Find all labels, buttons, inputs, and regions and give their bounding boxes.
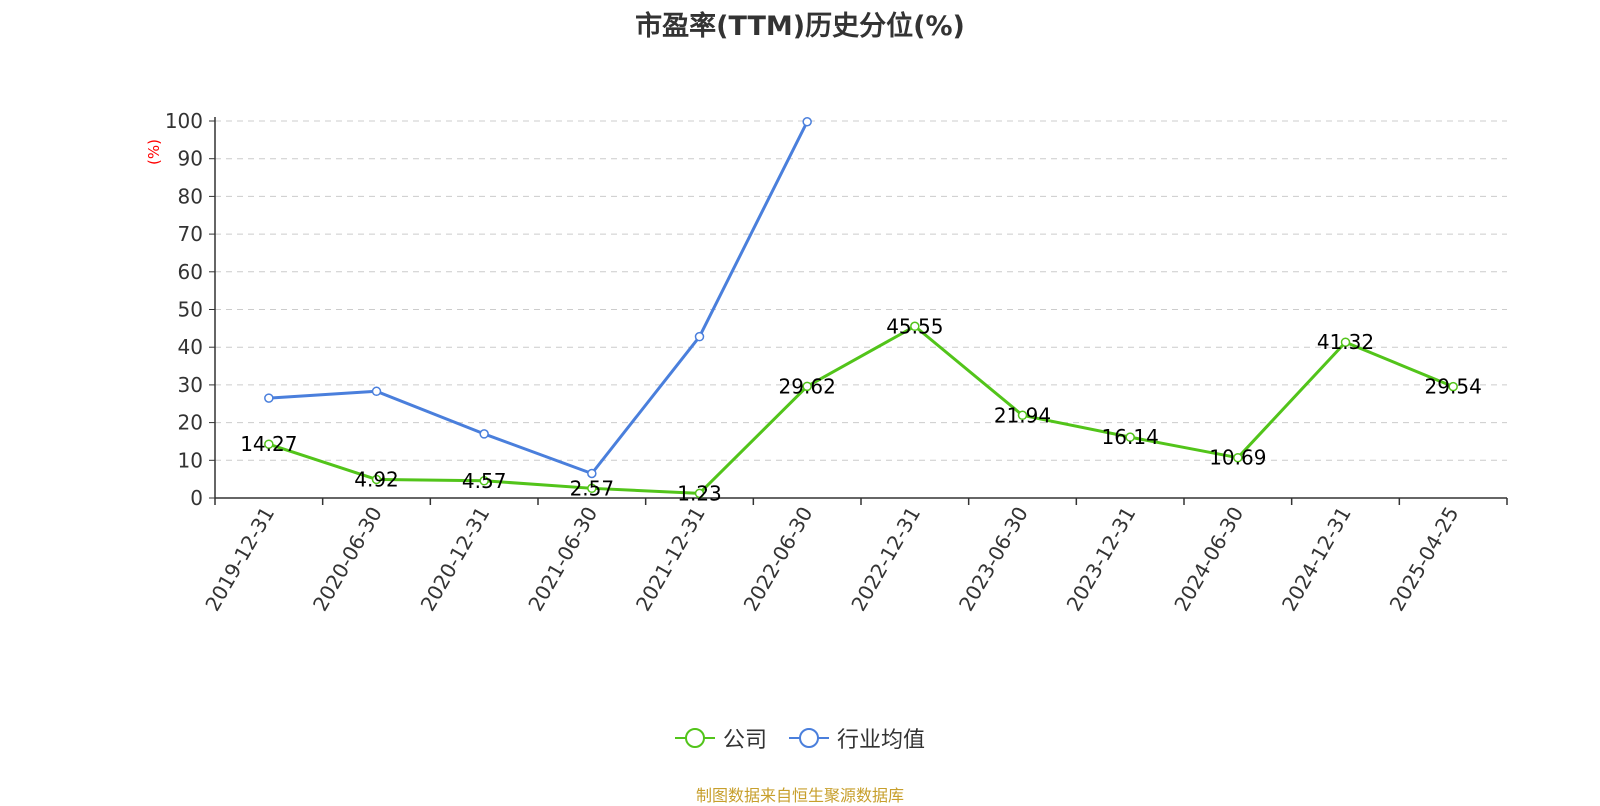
data-point-industry-average[interactable]	[371, 386, 382, 397]
y-tick-label: 10	[178, 448, 203, 472]
data-point-company[interactable]	[1233, 452, 1243, 463]
y-tick-label: 20	[178, 411, 203, 435]
legend-industry-line-icon	[789, 728, 829, 748]
x-tick-label: 2020-12-31	[416, 502, 495, 615]
data-point-company[interactable]	[1125, 432, 1135, 442]
y-tick-label: 70	[178, 222, 203, 246]
data-label: 4.92	[354, 467, 399, 491]
data-point-industry-average[interactable]	[694, 331, 705, 342]
axes: 0 10 20 30 40 50 60 70 80 90 100 2019-12-31 2020-06-…	[165, 109, 1508, 616]
chart-title: 市盈率(TTM)历史分位(%)	[635, 11, 965, 42]
data-point-industry-average[interactable]	[587, 468, 597, 479]
data-label: 41.32	[1317, 330, 1374, 354]
x-tick-label: 2022-06-30	[739, 503, 818, 616]
y-tick-label: 100	[165, 109, 203, 133]
series-layer	[264, 117, 1458, 499]
x-tick-label: 2021-12-31	[631, 503, 710, 616]
data-point-company[interactable]	[1340, 337, 1351, 347]
data-label: 29.62	[779, 374, 836, 398]
data-point-company[interactable]	[479, 476, 489, 486]
data-label: 1.23	[677, 481, 722, 505]
data-label: 2.57	[570, 476, 615, 500]
x-tick-label: 2024-06-30	[1169, 503, 1248, 616]
data-label: 29.54	[1425, 375, 1482, 399]
legend-item-company[interactable]: 公司	[674, 722, 767, 754]
data-point-company[interactable]	[371, 474, 382, 485]
x-tick-label: 2025-04-25	[1385, 503, 1464, 616]
data-label: 45.55	[886, 314, 943, 338]
data-point-company[interactable]	[1017, 410, 1028, 421]
x-tick-label: 2019-12-31	[200, 503, 279, 616]
data-point-industry-average[interactable]	[479, 429, 489, 439]
series-line-company	[268, 324, 1454, 495]
x-tick-label: 2024-12-31	[1277, 503, 1356, 616]
legend-company-label: 公司	[722, 728, 767, 753]
data-point-company[interactable]	[910, 321, 920, 332]
x-tick-label: 2020-06-30	[308, 503, 387, 616]
data-label: 21.94	[994, 403, 1051, 427]
legend-item-industry-average[interactable]: 行业均值	[789, 722, 925, 754]
y-tick-label: 40	[178, 335, 203, 359]
source-note: 制图数据来自恒生聚源数据库	[695, 786, 904, 805]
legend-company-line-icon	[674, 728, 715, 748]
data-label: 10.69	[1209, 446, 1266, 470]
legend: 公司 行业均值	[0, 722, 1600, 754]
series-line-industry-average	[268, 121, 809, 475]
y-tick-label: 0	[190, 486, 203, 510]
data-labels: 14.27 4.92 4.57 2.57 1.23 29.62 45.55 21.94 16.1…	[240, 314, 1482, 505]
x-tick-label: 2023-12-31	[1062, 503, 1141, 616]
y-tick-label: 30	[178, 373, 203, 397]
y-axis-unit-label: (%)	[145, 139, 163, 165]
legend-industry-label: 行业均值	[837, 728, 926, 753]
data-label: 16.14	[1102, 425, 1159, 449]
data-point-company[interactable]	[802, 381, 812, 392]
data-point-company[interactable]	[264, 439, 274, 449]
data-point-company[interactable]	[694, 488, 705, 499]
x-tick-label: 2022-12-31	[846, 502, 925, 615]
data-point-company[interactable]	[587, 483, 597, 494]
data-label: 4.57	[462, 469, 507, 493]
y-tick-label: 60	[178, 260, 203, 284]
data-point-company[interactable]	[1448, 381, 1458, 392]
x-tick-label: 2021-06-30	[523, 503, 602, 616]
y-tick-label: 90	[178, 147, 203, 171]
data-point-industry-average[interactable]	[802, 117, 812, 127]
data-label: 14.27	[240, 432, 297, 456]
y-tick-label: 50	[178, 298, 203, 322]
data-point-industry-average[interactable]	[264, 393, 274, 403]
y-tick-label: 80	[178, 184, 203, 208]
x-tick-label: 2023-06-30	[954, 503, 1033, 616]
grid-lines	[215, 120, 1507, 461]
